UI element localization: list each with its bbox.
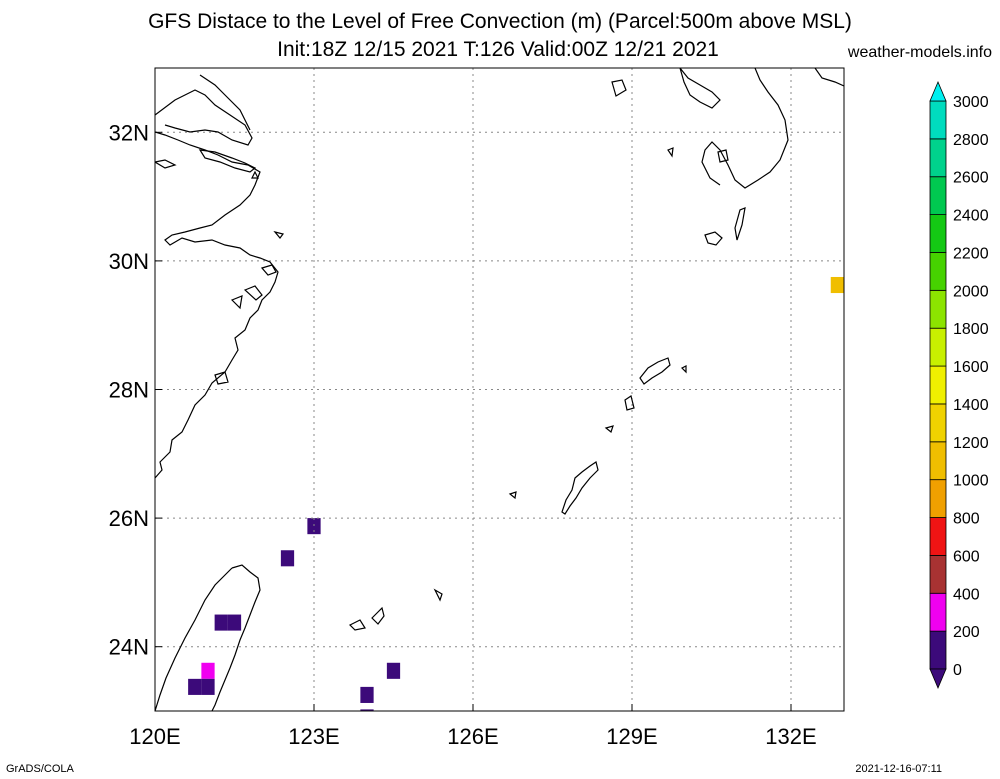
colorbar-bin — [929, 252, 947, 291]
colorbar-bin — [929, 214, 947, 253]
chart-title: GFS Distace to the Level of Free Convect… — [148, 10, 852, 33]
x-tick-label: 126E — [447, 724, 498, 749]
field-cell — [386, 662, 401, 679]
field-cell — [201, 662, 215, 679]
colorbar-bin — [929, 555, 947, 594]
field-cells — [188, 276, 844, 711]
colorbar-bin — [929, 517, 947, 556]
colorbar-bin — [929, 403, 947, 443]
colorbar-label: 1800 — [953, 321, 989, 338]
footer-software: GrADS/COLA — [6, 763, 74, 775]
field-cell — [201, 678, 215, 695]
colorbar-bin — [929, 441, 947, 481]
field-cell — [360, 686, 374, 703]
colorbar-bin — [929, 289, 947, 329]
colorbar-bin — [929, 479, 947, 518]
okinawa-island — [561, 461, 599, 515]
colorbar-bin — [929, 630, 947, 670]
field-cell — [360, 709, 374, 711]
colorbar-label: 0 — [953, 662, 962, 679]
footer-timestamp: 2021-12-16-07:11 — [855, 763, 942, 775]
x-tick-label: 132E — [765, 724, 816, 749]
colorbar-label: 1200 — [953, 435, 989, 452]
colorbar-max-arrow — [929, 80, 947, 102]
colorbar-label: 2200 — [953, 245, 989, 262]
field-cell — [830, 276, 844, 294]
colorbar-bin — [929, 365, 947, 405]
y-axis-ticks: 24N 26N 28N 30N 32N — [109, 120, 162, 660]
colorbar-bin — [929, 138, 947, 178]
site-label: weather-models.info — [847, 44, 992, 61]
colorbar-bin — [929, 592, 947, 632]
chart-subtitle: Init:18Z 12/15 2021 T:126 Valid:00Z 12/2… — [277, 38, 719, 61]
colorbar-label: 200 — [953, 624, 980, 641]
kyushu-coast — [701, 68, 789, 189]
grid-lines — [154, 68, 844, 711]
y-tick-label: 26N — [109, 506, 149, 531]
colorbar-bin — [929, 176, 947, 216]
colorbar-label: 2600 — [953, 170, 989, 187]
colorbar-label: 600 — [953, 548, 980, 565]
colorbar-label: 800 — [953, 511, 980, 528]
amami-oshima — [639, 357, 671, 385]
x-axis-ticks: 120E 123E 126E 129E 132E — [129, 704, 817, 749]
colorbar-label: 1600 — [953, 359, 989, 376]
field-cell — [227, 614, 242, 631]
shanghai-coast — [155, 89, 253, 146]
colorbar-label: 400 — [953, 586, 980, 603]
colorbar-label: 1400 — [953, 397, 989, 414]
bohai-edge — [199, 74, 251, 131]
x-tick-label: 120E — [129, 724, 180, 749]
y-tick-label: 24N — [109, 635, 149, 660]
x-tick-label: 129E — [606, 724, 657, 749]
yangtze-estuary — [198, 149, 257, 173]
colorbar-label: 2000 — [953, 283, 989, 300]
field-cell — [280, 550, 295, 567]
field-cell — [214, 614, 228, 631]
colorbar-label: 3000 — [953, 94, 989, 111]
coastlines — [155, 68, 844, 711]
colorbar-bin — [929, 100, 947, 140]
y-tick-label: 28N — [109, 378, 149, 403]
colorbar-bin — [929, 327, 947, 367]
field-cell — [307, 518, 321, 535]
y-tick-label: 30N — [109, 249, 149, 274]
china-coast — [155, 131, 279, 479]
colorbar-min-arrow — [929, 668, 947, 690]
colorbar: 0 200 400 600 800 1000 1200 1400 1600 1800 2000 220… — [929, 80, 989, 690]
x-tick-label: 123E — [288, 724, 339, 749]
y-tick-label: 32N — [109, 120, 149, 145]
taiwan-island — [155, 564, 261, 711]
colorbar-label: 1000 — [953, 473, 989, 490]
field-cell — [188, 678, 202, 695]
colorbar-label: 2800 — [953, 132, 989, 149]
colorbar-label: 2400 — [953, 208, 989, 225]
